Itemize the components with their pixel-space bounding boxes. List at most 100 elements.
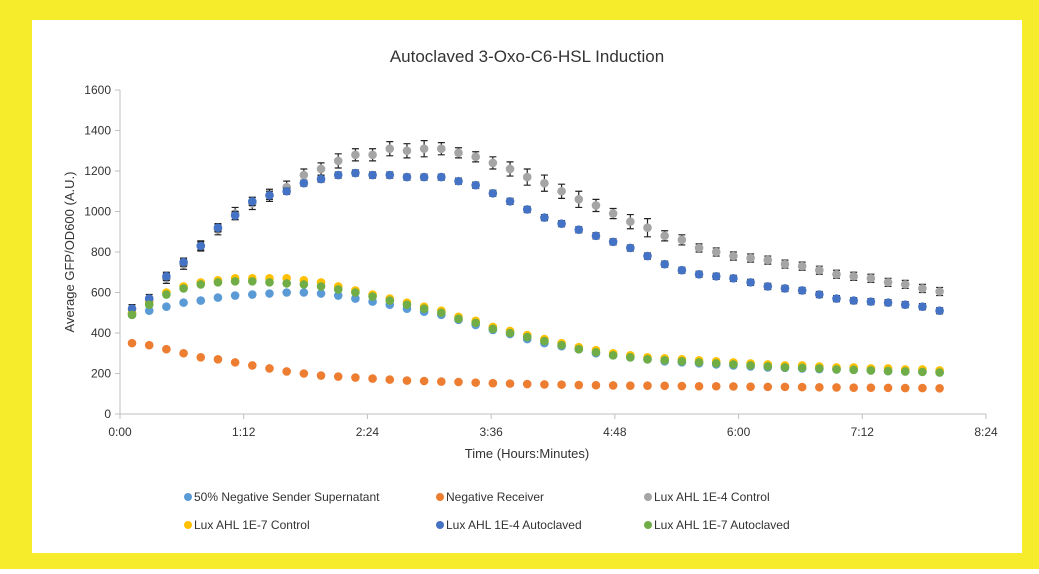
data-point bbox=[282, 279, 291, 288]
data-point bbox=[317, 282, 326, 291]
data-point bbox=[935, 306, 944, 315]
y-tick-label: 1600 bbox=[84, 83, 111, 97]
data-point bbox=[179, 349, 188, 358]
data-point bbox=[781, 383, 790, 392]
data-point bbox=[179, 258, 188, 267]
data-point bbox=[729, 252, 738, 261]
data-point bbox=[385, 375, 394, 384]
legend-marker bbox=[644, 521, 652, 529]
data-point bbox=[437, 308, 446, 317]
data-point bbox=[901, 384, 910, 393]
data-point bbox=[128, 339, 137, 348]
data-point bbox=[437, 173, 446, 182]
data-point bbox=[935, 368, 944, 377]
data-point bbox=[385, 144, 394, 153]
data-point bbox=[695, 244, 704, 253]
data-point bbox=[660, 232, 669, 241]
data-point bbox=[849, 366, 858, 375]
data-point bbox=[231, 277, 240, 286]
chart-title: Autoclaved 3-Oxo-C6-HSL Induction bbox=[390, 47, 664, 66]
data-point bbox=[798, 262, 807, 271]
y-tick-label: 1000 bbox=[84, 205, 111, 219]
data-point bbox=[420, 173, 429, 182]
y-tick-label: 800 bbox=[91, 245, 111, 259]
data-point bbox=[712, 272, 721, 281]
data-point bbox=[540, 179, 549, 188]
data-point bbox=[523, 173, 532, 182]
data-point bbox=[523, 380, 532, 389]
x-tick-label: 1:12 bbox=[232, 425, 256, 439]
y-tick-label: 1400 bbox=[84, 124, 111, 138]
data-point bbox=[763, 282, 772, 291]
data-point bbox=[643, 223, 652, 232]
data-point bbox=[592, 232, 601, 241]
data-point bbox=[196, 296, 205, 305]
data-point bbox=[300, 171, 309, 180]
data-point bbox=[592, 201, 601, 210]
data-point bbox=[420, 377, 429, 386]
data-point bbox=[351, 288, 360, 297]
data-point bbox=[300, 288, 309, 297]
data-point bbox=[265, 289, 274, 298]
data-point bbox=[798, 286, 807, 295]
data-point bbox=[557, 341, 566, 350]
data-point bbox=[248, 361, 257, 370]
data-point bbox=[626, 244, 635, 253]
chart: Autoclaved 3-Oxo-C6-HSL Induction Time (… bbox=[0, 0, 1039, 569]
y-tick-label: 400 bbox=[91, 326, 111, 340]
data-point bbox=[334, 372, 343, 381]
data-point bbox=[317, 371, 326, 380]
data-point bbox=[815, 364, 824, 373]
data-point bbox=[763, 383, 772, 392]
data-point bbox=[540, 380, 549, 389]
y-tick-label: 600 bbox=[91, 286, 111, 300]
data-point bbox=[385, 296, 394, 305]
data-point bbox=[506, 165, 515, 174]
x-tick-label: 0:00 bbox=[108, 425, 132, 439]
data-point bbox=[128, 310, 137, 319]
data-point bbox=[214, 293, 223, 302]
data-point bbox=[454, 315, 463, 324]
data-point bbox=[162, 290, 171, 299]
data-point bbox=[506, 329, 515, 338]
legend-marker bbox=[184, 521, 192, 529]
data-point bbox=[798, 364, 807, 373]
data-point bbox=[729, 360, 738, 369]
data-point bbox=[746, 361, 755, 370]
data-point bbox=[471, 181, 480, 190]
legend-marker bbox=[184, 493, 192, 501]
data-point bbox=[420, 304, 429, 313]
data-point bbox=[678, 236, 687, 245]
data-point bbox=[643, 381, 652, 390]
data-point bbox=[557, 219, 566, 228]
data-point bbox=[849, 383, 858, 392]
data-point bbox=[437, 144, 446, 153]
data-point bbox=[557, 187, 566, 196]
data-point bbox=[557, 380, 566, 389]
legend-label: 50% Negative Sender Supernatant bbox=[194, 490, 380, 504]
data-point bbox=[867, 274, 876, 283]
data-point bbox=[300, 280, 309, 289]
data-point bbox=[884, 367, 893, 376]
x-tick-label: 4:48 bbox=[603, 425, 627, 439]
data-point bbox=[523, 333, 532, 342]
data-point bbox=[729, 382, 738, 391]
data-point bbox=[489, 379, 498, 388]
x-tick-label: 6:00 bbox=[727, 425, 751, 439]
data-point bbox=[918, 284, 927, 293]
data-point bbox=[695, 270, 704, 279]
data-point bbox=[162, 302, 171, 311]
data-point bbox=[420, 144, 429, 153]
data-point bbox=[884, 298, 893, 307]
data-point bbox=[231, 291, 240, 300]
data-point bbox=[884, 384, 893, 393]
data-point bbox=[454, 378, 463, 387]
legend-marker bbox=[436, 493, 444, 501]
data-point bbox=[867, 297, 876, 306]
data-point bbox=[145, 341, 154, 350]
data-point bbox=[660, 356, 669, 365]
data-point bbox=[746, 254, 755, 263]
data-point bbox=[403, 376, 412, 385]
x-tick-label: 8:24 bbox=[974, 425, 998, 439]
legend-marker bbox=[644, 493, 652, 501]
